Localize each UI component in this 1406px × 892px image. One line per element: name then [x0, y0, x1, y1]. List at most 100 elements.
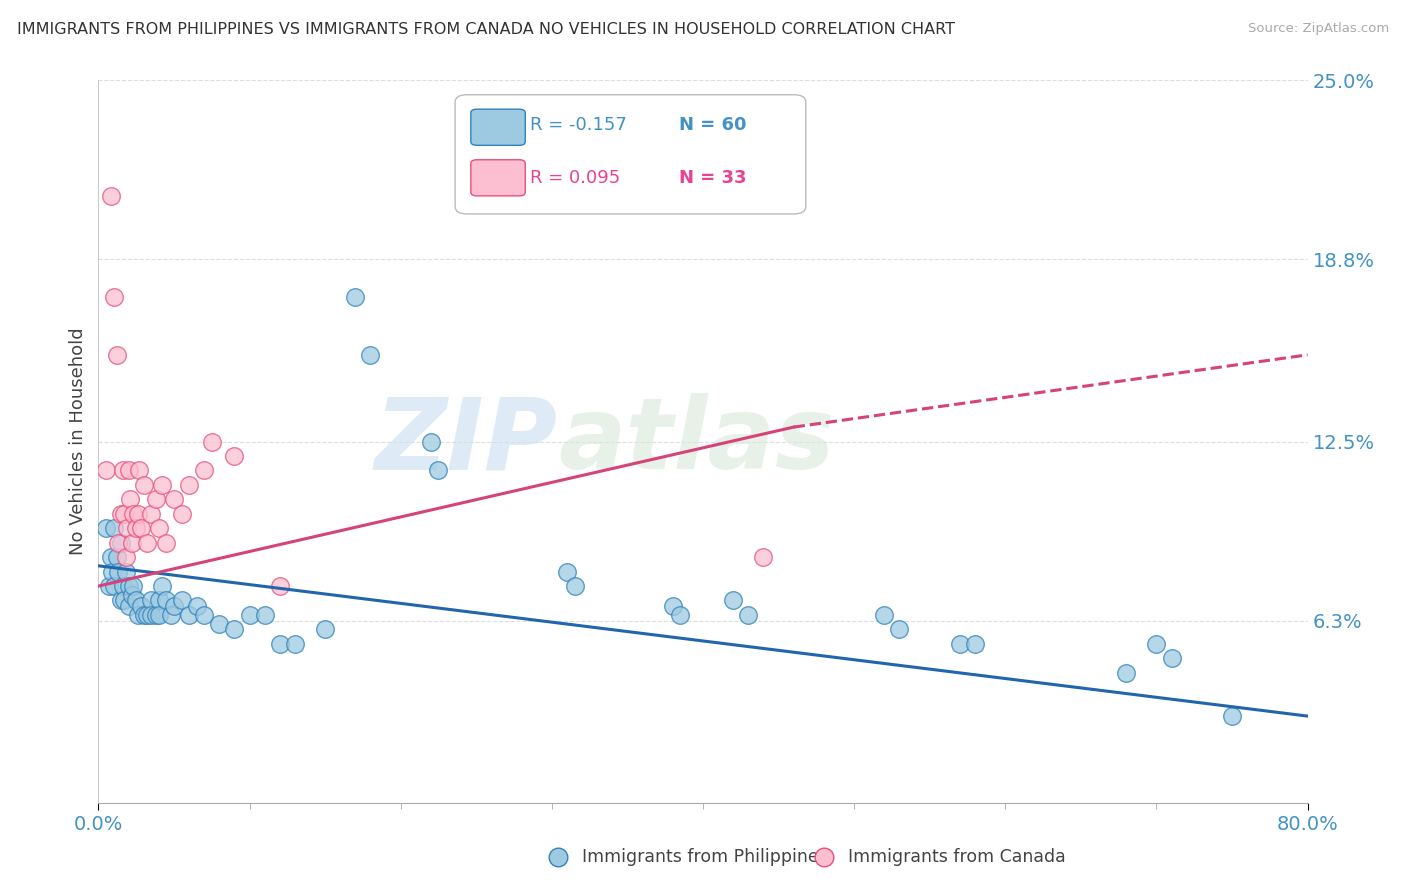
Point — [873, 607, 896, 622]
Point — [115, 521, 138, 535]
Point — [112, 507, 135, 521]
Point — [105, 550, 128, 565]
Point — [114, 565, 136, 579]
Point — [129, 521, 152, 535]
Text: ZIP: ZIP — [375, 393, 558, 490]
Point — [661, 599, 683, 614]
FancyBboxPatch shape — [471, 160, 526, 196]
Point — [94, 463, 117, 477]
Point — [1220, 709, 1243, 723]
FancyBboxPatch shape — [471, 109, 526, 145]
Point — [125, 593, 148, 607]
Text: R = 0.095: R = 0.095 — [530, 169, 620, 186]
Point — [179, 607, 201, 622]
Point — [1144, 637, 1167, 651]
Point — [564, 579, 586, 593]
Point — [949, 637, 972, 651]
Point — [148, 593, 170, 607]
Point — [150, 478, 173, 492]
Point — [253, 607, 276, 622]
Point — [145, 492, 167, 507]
Point — [179, 478, 201, 492]
Point — [127, 607, 149, 622]
Point — [314, 623, 336, 637]
Point — [344, 290, 367, 304]
Point — [148, 521, 170, 535]
Point — [1160, 651, 1182, 665]
Point — [128, 463, 150, 477]
Point — [201, 434, 224, 449]
Point — [103, 579, 125, 593]
Point — [135, 535, 157, 549]
Point — [155, 535, 177, 549]
Text: R = -0.157: R = -0.157 — [530, 116, 627, 134]
Point — [427, 463, 450, 477]
Point — [170, 507, 193, 521]
Point — [103, 521, 125, 535]
Text: atlas: atlas — [558, 393, 834, 490]
Point — [193, 607, 215, 622]
Text: N = 33: N = 33 — [679, 169, 747, 186]
Point — [150, 579, 173, 593]
Point — [112, 593, 135, 607]
Point — [98, 579, 121, 593]
Point — [111, 579, 134, 593]
Point — [125, 521, 148, 535]
Point — [121, 535, 143, 549]
Point — [118, 463, 141, 477]
Point — [135, 607, 157, 622]
Point — [107, 535, 129, 549]
Point — [889, 623, 911, 637]
Point — [100, 550, 122, 565]
Point — [107, 565, 129, 579]
Point — [127, 507, 149, 521]
Point — [170, 593, 193, 607]
Point — [110, 507, 132, 521]
Point — [105, 348, 128, 362]
Point — [224, 449, 246, 463]
Point — [420, 434, 443, 449]
Point — [752, 550, 775, 565]
Point — [193, 463, 215, 477]
Point — [94, 521, 117, 535]
Point — [269, 637, 291, 651]
Point — [121, 588, 143, 602]
Point — [163, 599, 186, 614]
Point — [186, 599, 208, 614]
Point — [110, 535, 132, 549]
Point — [132, 607, 155, 622]
Point — [118, 599, 141, 614]
Text: IMMIGRANTS FROM PHILIPPINES VS IMMIGRANTS FROM CANADA NO VEHICLES IN HOUSEHOLD C: IMMIGRANTS FROM PHILIPPINES VS IMMIGRANT… — [17, 22, 955, 37]
Text: N = 60: N = 60 — [679, 116, 747, 134]
Text: Immigrants from Philippines: Immigrants from Philippines — [582, 848, 828, 866]
Point — [120, 492, 142, 507]
Point — [208, 616, 231, 631]
Point — [965, 637, 987, 651]
Point — [114, 550, 136, 565]
Point — [141, 593, 163, 607]
Point — [1115, 665, 1137, 680]
Point — [118, 579, 141, 593]
Y-axis label: No Vehicles in Household: No Vehicles in Household — [69, 327, 87, 556]
Point — [155, 593, 177, 607]
Point — [737, 607, 759, 622]
Point — [122, 507, 145, 521]
FancyBboxPatch shape — [456, 95, 806, 214]
Point — [145, 607, 167, 622]
Point — [148, 607, 170, 622]
Point — [100, 189, 122, 203]
Point — [111, 463, 134, 477]
Point — [141, 507, 163, 521]
Point — [132, 478, 155, 492]
Point — [103, 290, 125, 304]
Text: Immigrants from Canada: Immigrants from Canada — [848, 848, 1066, 866]
Point — [555, 565, 578, 579]
Point — [723, 593, 745, 607]
Point — [141, 607, 163, 622]
Point — [239, 607, 262, 622]
Point — [101, 565, 124, 579]
Point — [360, 348, 382, 362]
Point — [269, 579, 291, 593]
Text: Source: ZipAtlas.com: Source: ZipAtlas.com — [1249, 22, 1389, 36]
Point — [110, 593, 132, 607]
